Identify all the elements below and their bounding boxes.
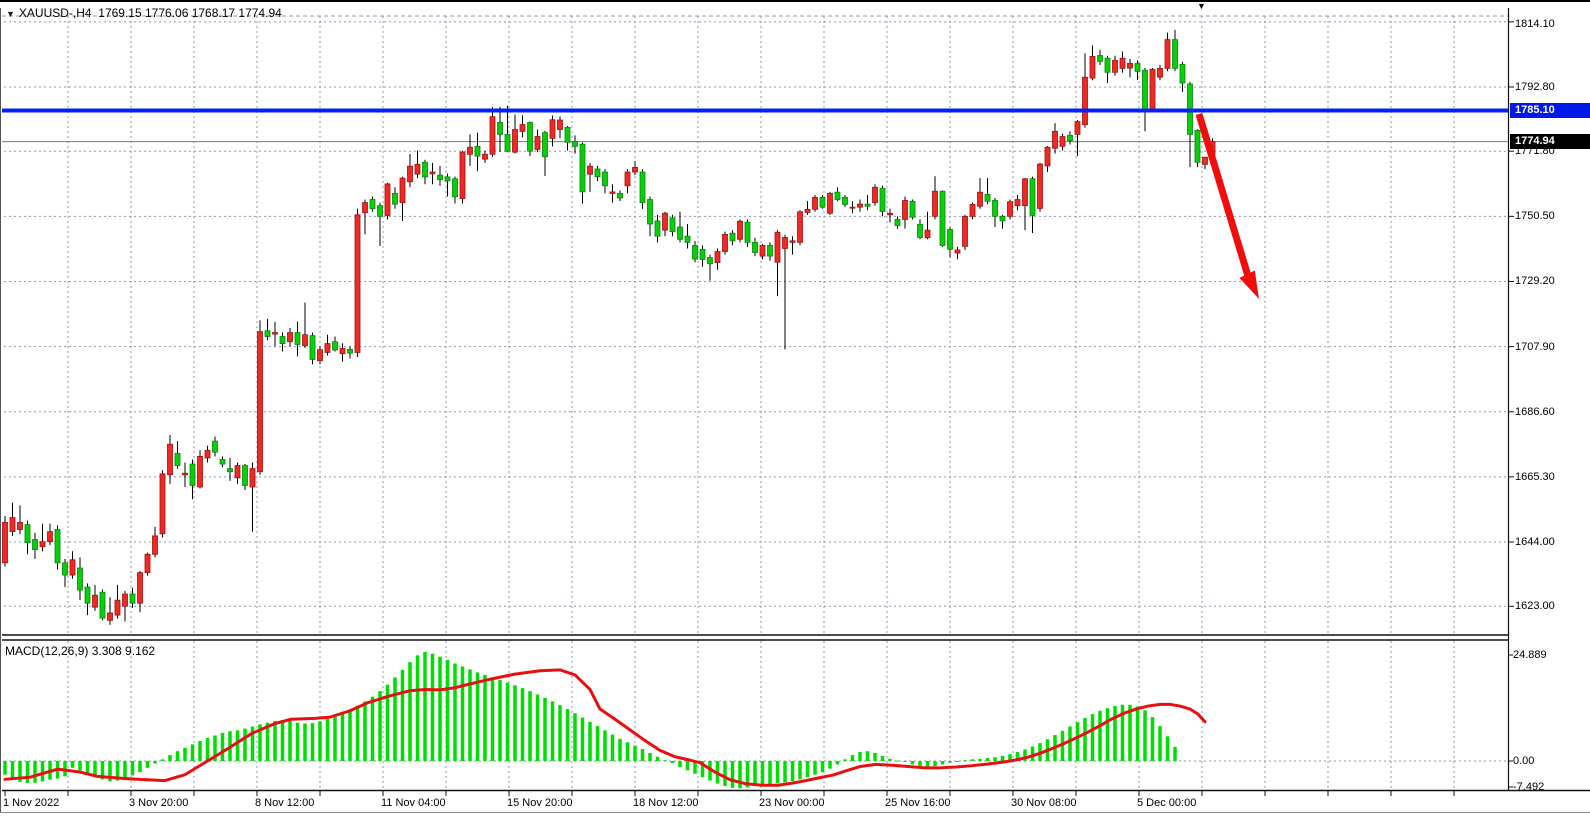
time-axis-label: 25 Nov 16:00 bbox=[885, 797, 951, 809]
chart-title-overlay: ▼ XAUUSD-,H4 1769.15 1776.06 1768.17 1774… bbox=[6, 6, 282, 20]
time-axis-label: 18 Nov 12:00 bbox=[633, 797, 699, 809]
price-axis-label: 1623.00 bbox=[1515, 600, 1555, 613]
macd-indicator-label: MACD(12,26,9) 3.308 9.162 bbox=[5, 644, 156, 658]
macd-axis-label: -7.492 bbox=[1513, 781, 1545, 793]
ohlc-values: 1769.15 1776.06 1768.17 1774.94 bbox=[98, 6, 282, 20]
down-arrow-annotation[interactable] bbox=[1195, 112, 1252, 278]
time-axis-label: 30 Nov 08:00 bbox=[1011, 797, 1077, 809]
resistance-price-badge: 1785.10 bbox=[1510, 102, 1590, 118]
macd-axis-label: 24.889 bbox=[1513, 649, 1547, 661]
last-price-badge: 1774.94 bbox=[1510, 133, 1590, 149]
price-axis-label: 1707.90 bbox=[1515, 340, 1555, 353]
time-axis-label: 5 Dec 00:00 bbox=[1137, 797, 1197, 809]
price-axis-label: 1792.80 bbox=[1515, 81, 1555, 93]
price-axis-label: 1665.30 bbox=[1515, 470, 1555, 483]
time-axis-label: 23 Nov 00:00 bbox=[759, 797, 825, 809]
time-axis-label: 8 Nov 12:00 bbox=[255, 797, 315, 809]
price-axis-label: 1729.20 bbox=[1515, 275, 1555, 288]
chart-symbol-timeframe: XAUUSD-,H4 bbox=[18, 6, 92, 20]
macd-axis-label: 0.00 bbox=[1513, 755, 1535, 767]
price-axis-label: 1814.10 bbox=[1515, 18, 1555, 30]
time-axis-label: 11 Nov 04:00 bbox=[381, 797, 446, 809]
time-axis-label: 15 Nov 20:00 bbox=[507, 797, 573, 809]
time-axis-label: 1 Nov 2022 bbox=[3, 797, 60, 809]
chart-shift-marker-icon: ▼ bbox=[1197, 1, 1206, 11]
price-axis-label: 1750.50 bbox=[1515, 210, 1555, 223]
time-axis-label: 3 Nov 20:00 bbox=[129, 797, 189, 809]
price-axis-label: 1644.00 bbox=[1515, 536, 1555, 549]
symbol-marker-icon: ▼ bbox=[6, 9, 15, 19]
price-axis-label: 1686.60 bbox=[1515, 405, 1555, 418]
